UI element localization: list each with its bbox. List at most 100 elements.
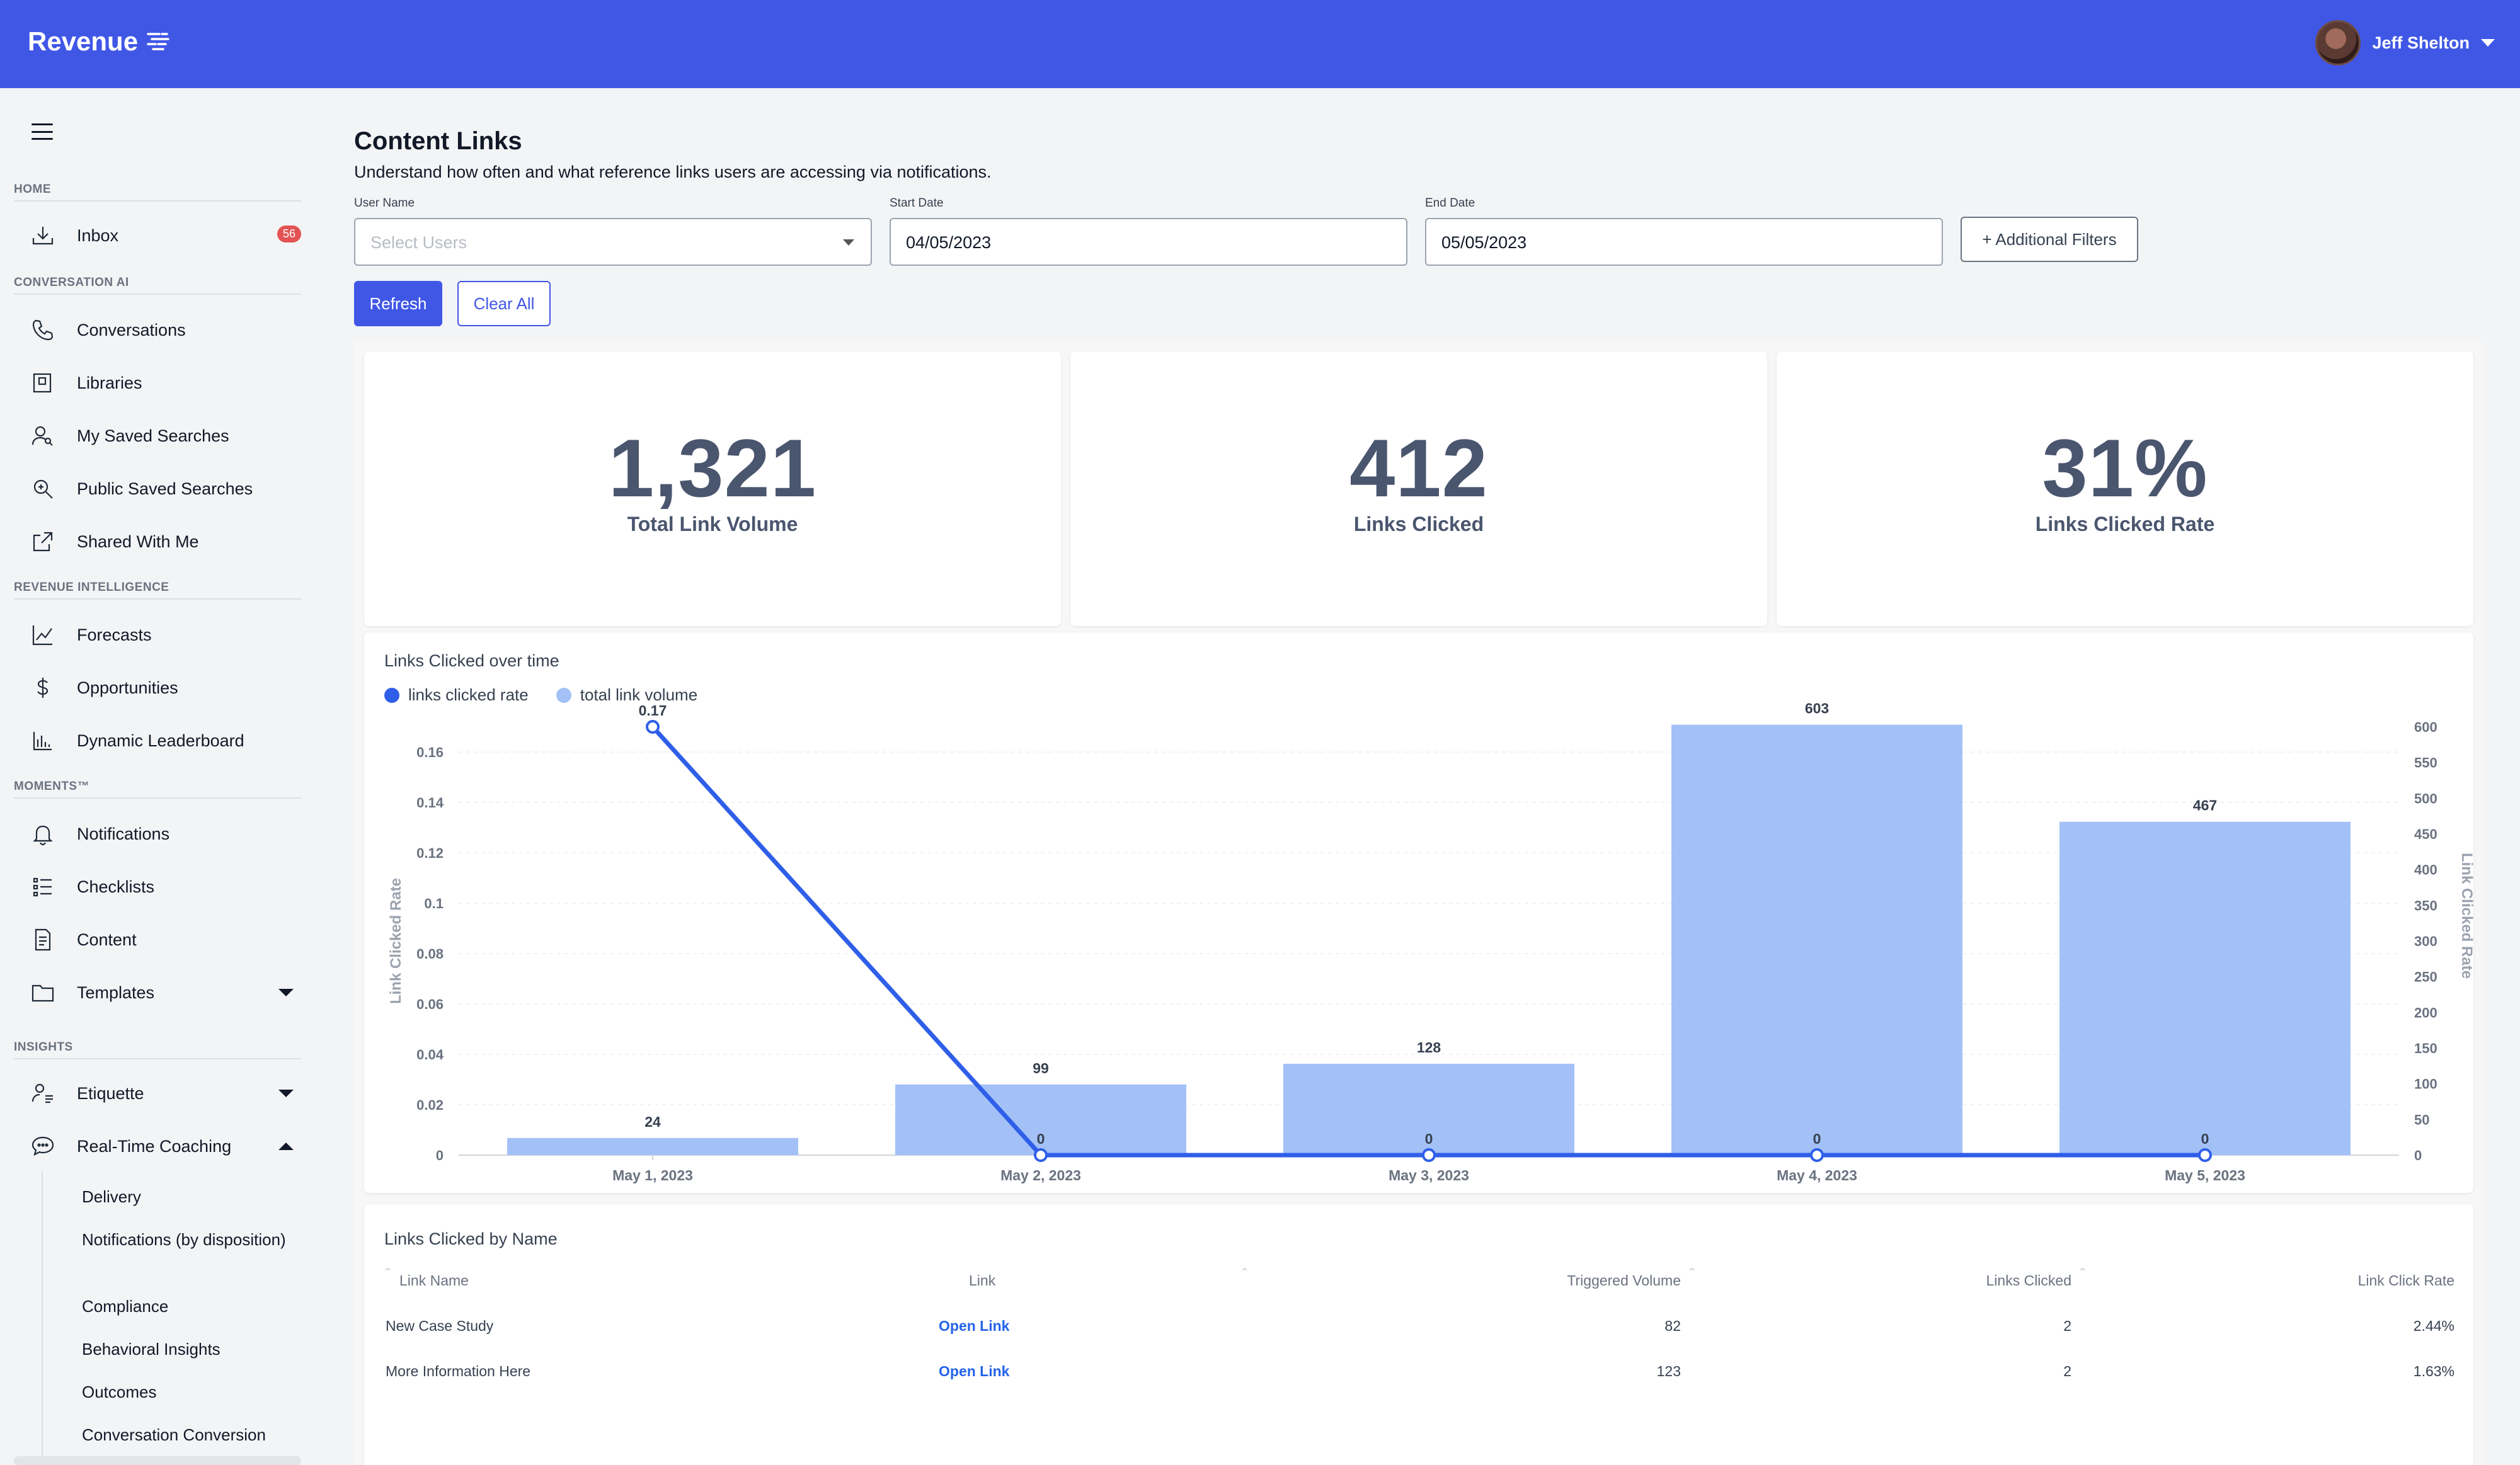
stat-value: 31% [2042,422,2208,514]
bar [895,1084,1186,1155]
user-select[interactable]: Select Users [354,218,872,266]
line-value-label: 0.17 [639,702,667,719]
y2-tick-label: 50 [2414,1112,2429,1127]
line-point [1810,1148,1824,1162]
divider [14,598,301,600]
subitem-notifications-by-disposition[interactable]: Notifications (by disposition) [82,1230,286,1249]
subitem-conversation-conversion[interactable]: Conversation Conversion [82,1425,266,1444]
col-header-link-click-rate[interactable]: Link Click Rate [2357,1272,2454,1289]
end-date-label: End Date [1425,197,1475,210]
sort-icon[interactable]: ⌃ [2078,1266,2088,1279]
refresh-button[interactable]: Refresh [354,281,442,326]
chart-legend: links clicked rate total link volume [384,685,697,705]
sidebar-item-libraries[interactable]: Libraries [30,370,301,396]
avatar [2315,20,2361,66]
logo-text: Revenue [28,26,139,56]
app-logo[interactable]: Revenue [28,26,171,57]
bar-value-label: 128 [1417,1039,1441,1056]
x-tick-label: May 4, 2023 [1777,1167,1857,1183]
chevron-up-icon[interactable] [278,1143,294,1150]
sort-icon[interactable]: ⌃ [383,1266,393,1279]
y-tick-label: 0.14 [416,795,444,811]
subitem-compliance[interactable]: Compliance [82,1297,169,1316]
section-moments: MOMENTS™ [14,780,90,793]
sidebar-item-my-saved-searches[interactable]: My Saved Searches [30,423,301,448]
legend-item-volume[interactable]: total link volume [556,685,697,705]
sidebar-item-checklists[interactable]: Checklists [30,874,301,899]
open-link[interactable]: Open Link [939,1363,1010,1379]
sidebar-item-content[interactable]: Content [30,927,301,952]
y-tick-label: 0.12 [416,845,444,861]
clear-all-button[interactable]: Clear All [457,281,551,326]
line-chart-icon [32,625,52,646]
divider [14,200,301,202]
sidebar-item-label: Real-Time Coaching [77,1136,232,1156]
subitem-behavioral-insights[interactable]: Behavioral Insights [82,1340,220,1359]
bar [507,1137,798,1155]
sidebar-item-conversations[interactable]: Conversations [30,317,301,343]
sort-icon[interactable]: ⌃ [1687,1266,1697,1279]
sidebar-item-notifications[interactable]: Notifications [30,821,301,847]
col-header-link-name[interactable]: Link Name [399,1272,469,1289]
sidebar-item-public-saved-searches[interactable]: Public Saved Searches [30,476,301,501]
y2-tick-label: 400 [2414,862,2437,878]
col-header-triggered-volume[interactable]: Triggered Volume [1567,1272,1681,1289]
col-header-links-clicked[interactable]: Links Clicked [1986,1272,2072,1289]
chevron-down-icon[interactable] [278,1090,294,1097]
y2-tick-label: 550 [2414,755,2437,771]
chevron-down-icon [843,239,854,246]
sidebar-item-templates[interactable]: Templates [30,980,301,1005]
subitem-outcomes[interactable]: Outcomes [82,1382,157,1401]
stat-label: Links Clicked Rate [2035,513,2215,535]
y2-tick-label: 150 [2414,1040,2437,1056]
x-tick-label: May 2, 2023 [1000,1167,1081,1183]
sidebar-item-dynamic-leaderboard[interactable]: Dynamic Leaderboard [30,728,301,753]
phone-icon [32,319,54,341]
sidebar-scrollbar[interactable] [14,1456,301,1465]
y-tick-label: 0.06 [416,996,444,1012]
sidebar-item-real-time-coaching[interactable]: Real-Time Coaching [30,1134,301,1159]
report-panel: 1,321 Total Link Volume 412 Links Clicke… [354,341,2483,1465]
folder-icon [32,984,54,1002]
y-tick-label: 0.1 [424,896,444,911]
user-menu[interactable]: Jeff Shelton [2315,20,2495,66]
sidebar-item-opportunities[interactable]: Opportunities [30,675,301,700]
sidebar-item-etiquette[interactable]: Etiquette [30,1081,301,1106]
line-value-label: 0 [1813,1131,1821,1147]
subitem-delivery[interactable]: Delivery [82,1187,141,1206]
y-tick-label: 0 [436,1148,444,1163]
open-link[interactable]: Open Link [939,1318,1010,1334]
bar [2059,821,2351,1155]
sidebar-item-shared-with-me[interactable]: Shared With Me [30,529,301,554]
sidebar-item-label: Dynamic Leaderboard [77,731,244,750]
inbox-icon [32,227,54,245]
start-date-label: Start Date [890,197,944,210]
section-revenue-intelligence: REVENUE INTELLIGENCE [14,581,169,594]
user-name-label: User Name [354,197,415,210]
line-value-label: 0 [1425,1131,1433,1147]
line-point [2198,1148,2212,1162]
chevron-down-icon [2481,39,2495,47]
additional-filters-button[interactable]: + Additional Filters [1961,217,2138,262]
legend-item-rate[interactable]: links clicked rate [384,685,529,705]
end-date-input[interactable]: 05/05/2023 [1425,218,1943,266]
sort-icon[interactable]: ⌃ [1240,1266,1250,1279]
col-header-link[interactable]: Link [969,1272,996,1289]
library-icon [33,373,52,393]
y2-tick-label: 500 [2414,790,2437,806]
cell-triggered-volume: 123 [1656,1363,1681,1379]
sidebar-item-label: Libraries [77,373,142,392]
sidebar-item-forecasts[interactable]: Forecasts [30,622,301,647]
cell-triggered-volume: 82 [1664,1318,1681,1334]
cell-links-clicked: 2 [2063,1318,2071,1334]
bar-value-label: 603 [1805,700,1829,717]
menu-icon[interactable] [32,123,53,140]
y-tick-label: 0.08 [416,946,444,962]
start-date-input[interactable]: 04/05/2023 [890,218,1407,266]
search-icon [33,479,53,499]
sidebar-item-inbox[interactable]: Inbox 56 [30,223,301,248]
sidebar-item-label: Inbox [77,225,119,245]
sidebar-item-label: Opportunities [77,678,178,697]
chevron-down-icon[interactable] [278,989,294,996]
stat-card-total-link-volume: 1,321 Total Link Volume [364,351,1061,626]
